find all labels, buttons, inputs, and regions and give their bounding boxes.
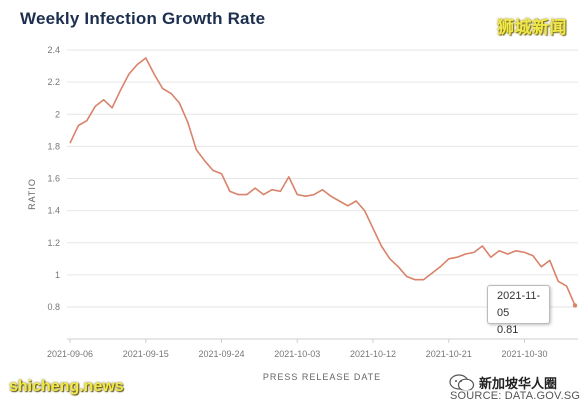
x-tick-label: 2021-10-12 xyxy=(350,349,396,359)
y-tick-label: 1.6 xyxy=(47,174,60,184)
x-tick-label: 2021-09-06 xyxy=(47,349,93,359)
y-tick-label: 1.8 xyxy=(47,141,60,151)
watermark-right: 新加坡华人圈 xyxy=(449,373,558,392)
x-tick-label: 2021-10-03 xyxy=(274,349,320,359)
y-tick-label: 2 xyxy=(55,109,60,119)
x-axis-title: PRESS RELEASE DATE xyxy=(263,372,381,382)
y-tick-label: 0.8 xyxy=(47,302,60,312)
tooltip-value: 0.81 xyxy=(497,324,519,336)
y-tick-label: 1 xyxy=(55,270,60,280)
x-tick-label: 2021-10-30 xyxy=(501,349,547,359)
x-tick-label: 2021-09-24 xyxy=(198,349,244,359)
x-tick-label: 2021-10-21 xyxy=(426,349,472,359)
tooltip-date: 2021-11-05 xyxy=(497,290,541,319)
y-tick-label: 2.2 xyxy=(47,77,60,87)
x-tick-label: 2021-09-15 xyxy=(123,349,169,359)
source-note: SOURCE: DATA.GOV.SG xyxy=(450,390,581,402)
gridlines xyxy=(67,49,578,308)
watermark-left: shicheng.news xyxy=(9,378,124,395)
data-point[interactable] xyxy=(572,303,578,308)
chart-title: Weekly Infection Growth Rate xyxy=(20,9,266,28)
y-tick-label: 1.4 xyxy=(47,206,60,216)
y-tick-label: 1.2 xyxy=(47,238,60,248)
y-axis-title: RATIO xyxy=(27,178,37,210)
wechat-icon xyxy=(449,373,475,392)
y-axis-ticks: 0.8 1 1.2 1.4 1.6 1.8 2 2.2 2.4 xyxy=(47,45,60,312)
y-tick-label: 2.4 xyxy=(47,45,60,55)
series-line xyxy=(69,57,576,306)
hover-tooltip: 2021-11-05 0.81 xyxy=(487,285,550,336)
watermark-right-text: 新加坡华人圈 xyxy=(479,373,558,392)
x-axis-ticks: 2021-09-06 2021-09-15 2021-09-24 2021-10-03… xyxy=(47,339,548,359)
series-points xyxy=(69,58,578,308)
site-logo: 狮城新闻 xyxy=(497,18,567,38)
